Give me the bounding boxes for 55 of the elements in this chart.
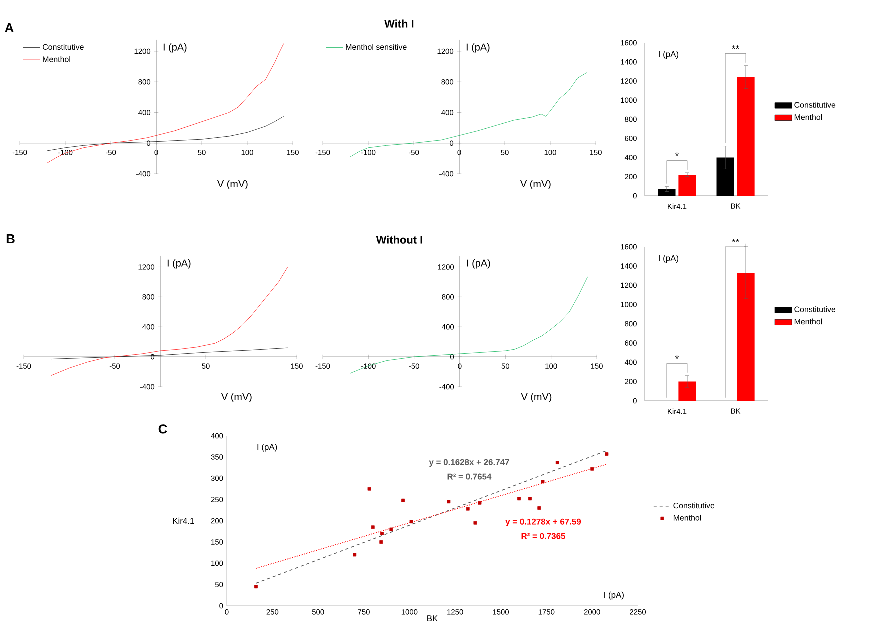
text: C [158, 424, 168, 434]
x-axis-title: V (mV) [217, 180, 248, 190]
annotation: R² = 0.7365 [522, 533, 566, 540]
x-axis-title: V (mV) [520, 180, 551, 190]
annotation: I (pA) [604, 592, 624, 600]
point [466, 507, 470, 511]
chart-title: Without I [376, 236, 422, 244]
point [254, 585, 258, 589]
point [590, 467, 594, 471]
point [556, 461, 560, 464]
annotation: * [675, 356, 680, 360]
point [478, 501, 482, 505]
annotation: y = 0.1628x + 26.747 [429, 459, 510, 468]
point [371, 526, 375, 530]
y-axis-title: I (pA) [659, 51, 679, 59]
y-axis-title: Kir4.1 [173, 518, 194, 524]
annotation: R² = 0.7654 [448, 474, 492, 480]
y-axis-title: I (pA) [168, 260, 191, 269]
y-axis-title: I (pA) [659, 255, 679, 264]
point [402, 498, 405, 502]
y-axis-title: I (pA) [164, 44, 187, 53]
y-axis-title: I (pA) [467, 260, 490, 269]
annotation: ** [732, 46, 740, 50]
line-series [350, 72, 588, 158]
y-axis-title: I (pA) [466, 44, 490, 53]
annotation: I (pA) [258, 444, 278, 452]
point [380, 532, 384, 536]
point [518, 497, 521, 501]
point [528, 497, 532, 501]
point [447, 500, 451, 504]
point [605, 452, 609, 456]
bar [678, 174, 696, 196]
bar [716, 158, 734, 196]
bar [658, 189, 676, 196]
x-axis-title: V (mV) [221, 393, 252, 402]
text: ** [732, 238, 740, 242]
annotation: y = 0.1278x + 67.59 [506, 518, 582, 527]
x-axis-title: BK [428, 616, 438, 622]
point [410, 520, 414, 524]
point [538, 506, 542, 510]
line-series [47, 116, 284, 152]
point [353, 553, 357, 557]
text: A [5, 23, 14, 32]
line-series [350, 276, 588, 374]
line-series [51, 348, 288, 360]
point [380, 540, 384, 544]
x-axis-title: V (mV) [521, 393, 552, 402]
point [368, 487, 372, 491]
text: B [6, 234, 15, 244]
chart-title: With I [384, 20, 414, 28]
point [474, 521, 478, 525]
point [390, 528, 394, 532]
bar [737, 77, 755, 196]
annotation: * [675, 152, 680, 156]
point [541, 480, 545, 484]
